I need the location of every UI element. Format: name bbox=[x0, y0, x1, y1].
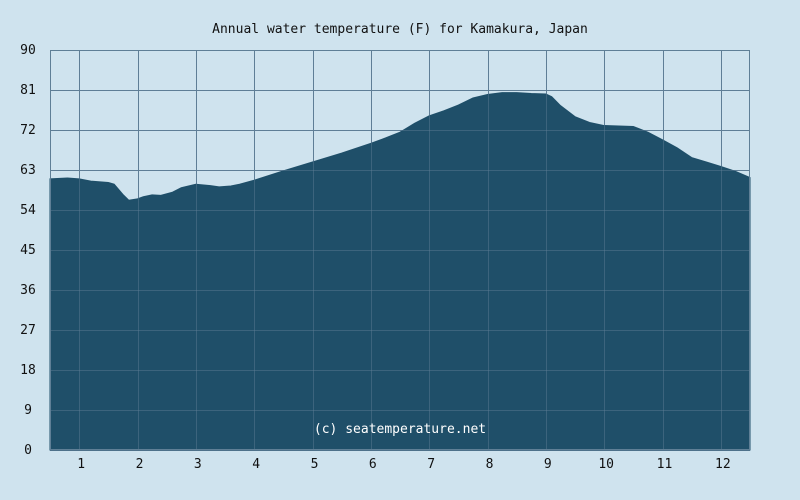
y-tick-label: 0 bbox=[24, 443, 32, 458]
watermark: (c) seatemperature.net bbox=[314, 422, 486, 437]
y-axis-ticks: 0 9 18 27 36 45 54 63 72 81 90 bbox=[20, 43, 36, 458]
x-tick-label: 11 bbox=[657, 457, 673, 472]
x-tick-label: 5 bbox=[311, 457, 319, 472]
x-tick-label: 3 bbox=[194, 457, 202, 472]
x-tick-label: 12 bbox=[715, 457, 731, 472]
x-tick-label: 10 bbox=[598, 457, 614, 472]
temperature-area bbox=[49, 92, 751, 451]
y-tick-label: 36 bbox=[20, 283, 36, 298]
x-tick-label: 1 bbox=[77, 457, 85, 472]
y-tick-label: 27 bbox=[20, 323, 36, 338]
y-tick-label: 9 bbox=[24, 403, 32, 418]
x-tick-label: 8 bbox=[486, 457, 494, 472]
y-tick-label: 45 bbox=[20, 243, 36, 258]
y-tick-label: 81 bbox=[20, 83, 36, 98]
y-tick-label: 63 bbox=[20, 163, 36, 178]
x-axis-ticks: 1 2 3 4 5 6 7 8 9 10 11 12 bbox=[77, 457, 730, 472]
x-tick-label: 2 bbox=[136, 457, 144, 472]
x-tick-label: 9 bbox=[544, 457, 552, 472]
x-tick-label: 6 bbox=[369, 457, 377, 472]
y-tick-label: 72 bbox=[20, 123, 36, 138]
plot-frame bbox=[50, 50, 750, 450]
chart-title: Annual water temperature (F) for Kamakur… bbox=[212, 22, 588, 37]
y-tick-label: 18 bbox=[20, 363, 36, 378]
y-tick-label: 54 bbox=[20, 203, 36, 218]
y-tick-label: 90 bbox=[20, 43, 36, 58]
x-tick-label: 4 bbox=[252, 457, 260, 472]
x-tick-label: 7 bbox=[427, 457, 435, 472]
